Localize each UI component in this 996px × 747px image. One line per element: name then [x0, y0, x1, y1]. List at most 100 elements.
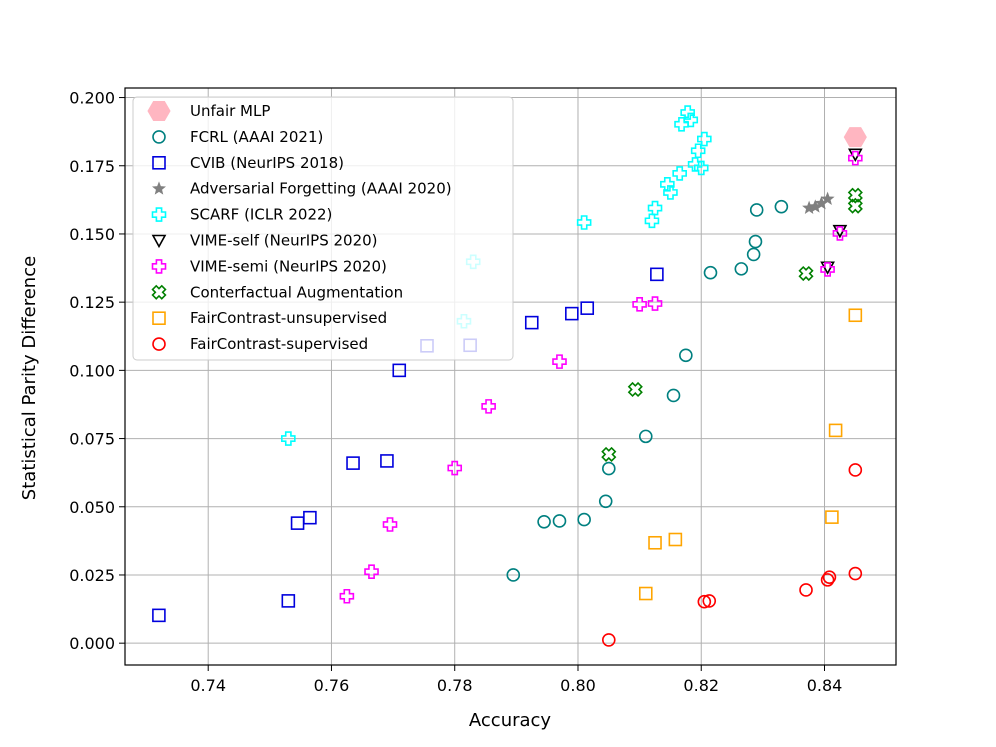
data-point	[565, 306, 579, 321]
data-point	[848, 463, 863, 477]
plot-frame	[124, 87, 897, 666]
legend-label: FairContrast-supervised	[190, 335, 368, 353]
data-point	[734, 262, 749, 276]
legend-box	[132, 96, 514, 361]
data-point	[552, 354, 567, 369]
x-tick-label: 0.74	[190, 676, 226, 695]
data-point	[683, 112, 699, 128]
y-axis-label: Statistical Parity Difference	[19, 256, 40, 500]
data-point	[746, 247, 761, 262]
data-point	[339, 588, 355, 604]
data-point	[848, 566, 863, 581]
data-point	[632, 297, 647, 312]
x-tick-label: 0.82	[683, 676, 719, 695]
data-point	[303, 510, 317, 525]
x-tick-label: 0.76	[314, 676, 350, 695]
x-tick-label: 0.80	[560, 676, 596, 695]
data-point	[601, 446, 617, 462]
y-tick-label: 0.175	[69, 157, 115, 176]
data-point	[392, 363, 407, 378]
legend-marker	[152, 156, 166, 170]
data-point	[825, 510, 839, 524]
series-6	[339, 150, 863, 604]
y-tick-label: 0.100	[69, 361, 115, 380]
legend-label: SCARF (ICLR 2022)	[190, 206, 332, 224]
data-point	[650, 267, 664, 282]
data-point	[644, 213, 660, 229]
data-point	[690, 143, 706, 159]
data-point	[702, 594, 717, 608]
data-point	[290, 516, 305, 530]
data-point	[552, 514, 567, 528]
data-point	[749, 203, 764, 217]
x-tick-label: 0.78	[437, 676, 473, 695]
data-point	[346, 456, 360, 470]
legend-marker	[151, 207, 167, 222]
y-tick-label: 0.050	[69, 498, 115, 517]
y-tick-label: 0.025	[69, 566, 115, 585]
legend: Unfair MLP FCRL (AAAI 2021) CVIB (NeurIPS …	[132, 96, 514, 361]
data-point	[703, 265, 718, 280]
data-point	[679, 348, 693, 363]
data-point	[281, 431, 296, 446]
data-point	[668, 532, 683, 547]
series-9	[602, 463, 863, 647]
series-0	[843, 127, 867, 148]
legend-marker	[151, 284, 167, 300]
y-tick-label: 0.000	[69, 634, 115, 653]
data-point	[576, 215, 592, 230]
legend-label: Conterfactual Augmentation	[190, 283, 403, 301]
data-point	[364, 564, 379, 579]
legend-label: Unfair MLP	[190, 102, 270, 120]
legend-marker	[151, 234, 167, 249]
data-point	[647, 296, 663, 311]
data-point	[847, 198, 863, 214]
data-point	[748, 234, 763, 249]
legend-label: Adversarial Forgetting (AAAI 2020)	[190, 180, 452, 198]
data-point	[697, 594, 712, 609]
legend-label: CVIB (NeurIPS 2018)	[190, 154, 344, 172]
series-1	[506, 199, 789, 582]
legend-label: VIME-self (NeurIPS 2020)	[190, 232, 378, 250]
data-point	[663, 185, 678, 200]
data-point	[602, 461, 616, 476]
data-point	[848, 308, 863, 323]
data-point	[820, 573, 835, 587]
data-point	[537, 514, 551, 529]
data-point	[648, 535, 662, 550]
legend-label: VIME-semi (NeurIPS 2020)	[190, 257, 387, 275]
data-point	[680, 105, 695, 120]
data-point	[380, 454, 394, 468]
data-point	[647, 200, 663, 216]
data-point	[843, 127, 867, 148]
legend-label: FCRL (AAAI 2021)	[190, 128, 323, 146]
data-point	[822, 570, 837, 584]
data-point	[281, 594, 296, 608]
data-point	[798, 265, 814, 282]
legend-marker	[152, 311, 166, 326]
data-point	[848, 150, 863, 166]
data-point	[799, 583, 813, 597]
data-point	[481, 399, 496, 414]
axis-ticks: 0.74 0.76 0.78 0.80 0.82 0.84 0.000 0.025 0.050 0…	[69, 89, 842, 695]
series-8	[638, 308, 863, 601]
x-tick-label: 0.84	[807, 676, 843, 695]
data-point	[847, 187, 863, 203]
data-point	[697, 131, 712, 147]
y-tick-label: 0.075	[69, 430, 115, 449]
legend-marker	[152, 337, 166, 351]
data-point	[774, 199, 789, 214]
data-point	[627, 381, 643, 398]
data-point	[828, 423, 843, 438]
series-3	[802, 191, 835, 214]
data-point	[660, 177, 675, 192]
data-point	[580, 301, 595, 315]
data-point	[152, 608, 166, 623]
data-point	[598, 494, 613, 509]
data-point	[638, 429, 653, 444]
data-point	[672, 166, 687, 181]
data-point	[524, 315, 539, 330]
y-tick-label: 0.200	[69, 89, 115, 108]
data-point	[447, 460, 463, 476]
